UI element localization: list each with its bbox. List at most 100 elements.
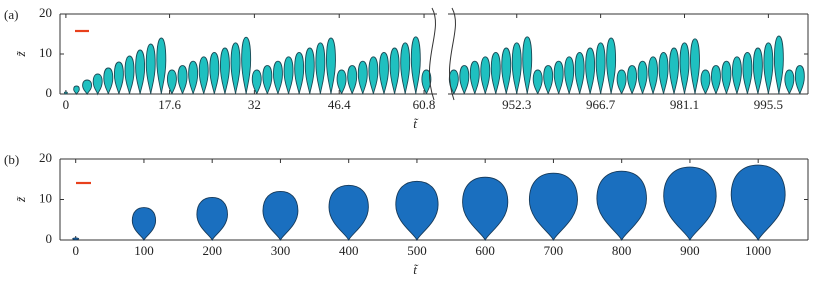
droplet <box>522 36 533 95</box>
y-tick-label: 20 <box>39 5 52 20</box>
axis-break <box>449 7 456 101</box>
panel-label: (a) <box>4 7 18 22</box>
droplet <box>209 51 220 95</box>
droplet <box>469 60 480 95</box>
droplet <box>663 166 717 242</box>
y-axis-label: z̃ <box>13 196 28 203</box>
droplet <box>763 42 774 95</box>
y-tick-label: 10 <box>39 45 52 60</box>
droplet <box>564 56 575 95</box>
droplet <box>262 190 299 242</box>
droplet <box>480 56 491 95</box>
droplet <box>528 172 578 242</box>
x-tick-label: 500 <box>407 243 427 258</box>
droplet <box>131 207 157 242</box>
droplet <box>92 73 103 96</box>
droplet <box>395 180 439 242</box>
droplet <box>326 37 336 95</box>
droplet <box>532 69 543 95</box>
x-tick-label: 0 <box>63 97 70 112</box>
x-tick-label: 17.6 <box>158 97 181 112</box>
axis-break-gap <box>437 8 448 100</box>
droplet <box>585 47 596 95</box>
x-tick-label: 100 <box>134 243 154 258</box>
droplet <box>251 69 262 95</box>
droplet <box>230 42 241 95</box>
droplet <box>103 67 114 95</box>
droplet <box>616 69 627 95</box>
droplet <box>627 65 638 95</box>
x-tick-label: 700 <box>544 243 564 258</box>
droplet <box>315 42 326 95</box>
droplet <box>462 176 509 242</box>
droplet <box>410 36 421 95</box>
y-axis-label: z̃ <box>13 50 28 57</box>
y-tick-label: 0 <box>46 85 53 100</box>
droplet <box>596 170 647 242</box>
droplet <box>241 36 252 95</box>
droplet <box>448 69 459 95</box>
x-axis-label: t̃ <box>413 262 419 277</box>
droplet <box>72 237 80 241</box>
droplet <box>711 65 721 95</box>
droplet <box>124 55 135 95</box>
axis-break <box>429 7 436 101</box>
x-tick-label: 400 <box>339 243 359 258</box>
droplet <box>459 65 470 95</box>
droplet <box>752 47 763 95</box>
droplet <box>283 56 294 95</box>
droplet <box>219 47 230 95</box>
droplet <box>379 51 389 95</box>
droplet <box>304 47 315 95</box>
x-tick-label: 600 <box>475 243 495 258</box>
droplet <box>188 60 199 95</box>
droplet <box>553 60 564 95</box>
droplet <box>336 69 347 95</box>
droplet <box>637 60 648 95</box>
droplet <box>73 85 80 96</box>
droplet <box>731 56 742 95</box>
droplet <box>63 91 68 95</box>
droplet <box>135 49 146 95</box>
y-tick-label: 10 <box>39 190 52 205</box>
x-tick-label: 200 <box>202 243 222 258</box>
droplet <box>658 51 669 95</box>
droplet <box>262 65 273 95</box>
droplet <box>357 60 368 95</box>
x-tick-label: 800 <box>612 243 632 258</box>
y-tick-label: 20 <box>39 150 52 165</box>
droplet <box>156 37 167 95</box>
droplet <box>198 56 209 95</box>
droplet <box>669 47 679 95</box>
x-tick-label: 995.5 <box>754 97 783 112</box>
droplet <box>328 184 369 242</box>
droplet <box>196 197 228 242</box>
droplet <box>113 61 124 95</box>
droplet <box>400 42 411 95</box>
droplet <box>730 164 786 242</box>
droplet <box>543 65 554 95</box>
droplet <box>501 47 512 95</box>
droplet <box>679 42 690 95</box>
droplet <box>784 69 795 95</box>
droplet <box>82 79 93 96</box>
x-tick-label: 60.8 <box>413 97 436 112</box>
droplet <box>648 56 658 95</box>
x-tick-label: 966.7 <box>586 97 616 112</box>
droplet <box>773 35 784 95</box>
droplet <box>742 51 753 95</box>
x-tick-label: 981.1 <box>670 97 699 112</box>
droplet <box>166 69 177 95</box>
droplet <box>347 65 358 95</box>
droplet <box>389 47 400 95</box>
x-tick-label: 300 <box>271 243 291 258</box>
droplet <box>595 42 606 95</box>
x-tick-label: 1000 <box>745 243 771 258</box>
droplet <box>700 69 711 95</box>
droplet <box>574 51 585 95</box>
y-tick-label: 0 <box>46 231 53 246</box>
x-tick-label: 46.4 <box>328 97 351 112</box>
droplet <box>511 42 522 95</box>
